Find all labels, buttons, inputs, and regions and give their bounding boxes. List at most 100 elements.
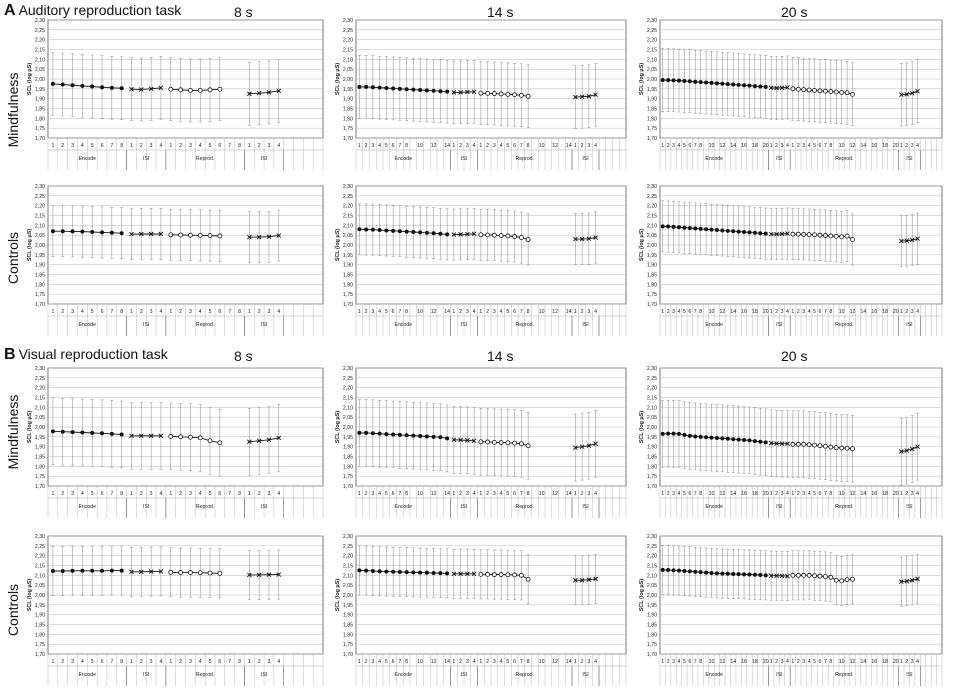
- data-point-open: [525, 237, 531, 242]
- y-tick-label: 2,10: [343, 405, 353, 411]
- x-tick-label: 3: [493, 143, 496, 149]
- group-label-b-mindfulness: Mindfulness: [5, 394, 21, 470]
- x-tick-label: 2: [581, 659, 584, 665]
- data-point-open: [806, 442, 812, 448]
- x-tick-label: 1: [479, 309, 482, 315]
- x-tick-label: 7: [110, 309, 113, 315]
- y-tick-label: 2,10: [343, 573, 353, 579]
- x-tick-label: 2: [179, 143, 182, 149]
- data-point-filled: [676, 431, 681, 436]
- data-point-cross: [148, 86, 154, 92]
- y-tick-label: 2,05: [35, 415, 45, 421]
- y-tick-label: 2,30: [343, 184, 353, 190]
- y-tick-label: 2,10: [35, 57, 45, 63]
- x-tick-label: 7: [398, 143, 401, 149]
- x-tick-label: 8: [699, 143, 702, 149]
- data-point-filled: [109, 568, 114, 573]
- data-point-open: [485, 232, 491, 238]
- x-tick-label: 3: [781, 309, 784, 315]
- data-point-filled: [100, 431, 105, 436]
- data-point-filled: [693, 79, 698, 84]
- x-tick-label: 1: [661, 491, 664, 497]
- x-tick-label: 3: [466, 491, 469, 497]
- x-tick-label: 8: [527, 659, 530, 665]
- phase-label: ISI: [776, 504, 782, 510]
- x-tick-label: 3: [672, 143, 675, 149]
- x-tick-label: 1: [791, 659, 794, 665]
- y-tick-label: 2,20: [35, 204, 45, 210]
- x-tick-label: 6: [513, 491, 516, 497]
- data-point-filled: [119, 86, 124, 91]
- x-tick-label: 3: [371, 309, 374, 315]
- data-point-cross: [158, 433, 164, 439]
- data-point-open: [498, 440, 504, 445]
- phase-label: Encode: [394, 672, 412, 678]
- phase-label: ISI: [143, 156, 149, 162]
- x-tick-label: 1: [900, 659, 903, 665]
- phase-label: Reprod.: [516, 322, 534, 328]
- duration-label-a-8s: 8 s: [234, 4, 253, 20]
- x-tick-label: 7: [228, 143, 231, 149]
- data-point-filled: [731, 82, 736, 87]
- y-tick-label: 1,95: [343, 253, 353, 259]
- y-tick-label: 1,80: [343, 464, 353, 470]
- x-tick-label: 4: [678, 491, 681, 497]
- y-tick-label: 1,85: [35, 455, 45, 461]
- x-tick-label: 3: [466, 143, 469, 149]
- data-point-cross: [593, 235, 598, 240]
- data-point-open: [844, 445, 850, 451]
- x-tick-label: 2: [258, 491, 261, 497]
- y-tick-label: 2,00: [343, 425, 353, 431]
- y-tick-label: 2,00: [343, 77, 353, 83]
- y-axis-label: SCL (log μS): [27, 579, 33, 611]
- x-tick-label: 3: [466, 659, 469, 665]
- x-tick-label: 14: [730, 659, 736, 665]
- data-point-open: [207, 438, 213, 444]
- data-point-open: [485, 439, 491, 445]
- chart-svg: 2,30 2,25 2,20 2,15 2,10 2,05 2,00 1,95 1,90 1,85…: [27, 534, 324, 686]
- x-tick-label: 7: [398, 659, 401, 665]
- duration-label-a-14s: 14 s: [487, 4, 514, 20]
- y-tick-label: 1,70: [647, 652, 657, 658]
- x-tick-label: 14: [566, 309, 572, 315]
- chart-svg: 2,30 2,25 2,20 2,15 2,10 2,05 2,00 1,95 1,90 1,85…: [27, 184, 324, 336]
- y-tick-label: 2,05: [647, 67, 657, 73]
- data-point-filled: [693, 226, 698, 231]
- data-point-filled: [742, 230, 747, 235]
- series-line: [575, 94, 596, 98]
- y-tick-label: 2,30: [35, 366, 45, 372]
- data-point-open: [817, 232, 823, 238]
- data-point-open: [168, 86, 174, 92]
- data-point-filled: [418, 434, 423, 439]
- y-tick-label: 1,85: [647, 455, 657, 461]
- group-label-a-mindfulness: Mindfulness: [5, 72, 21, 148]
- data-point-filled: [119, 432, 124, 437]
- chart-svg: 2,30 2,25 2,20 2,15 2,10 2,05 2,00 1,95 1,90 1,85…: [27, 18, 324, 170]
- x-tick-label: 10: [709, 659, 715, 665]
- x-tick-label: 4: [473, 491, 476, 497]
- data-point-filled: [747, 83, 752, 88]
- series-line: [453, 91, 475, 93]
- data-point-filled: [60, 229, 65, 234]
- x-tick-label: 2: [905, 143, 908, 149]
- y-tick-label: 2,10: [35, 223, 45, 229]
- data-point-cross: [593, 441, 598, 447]
- data-point-open: [217, 233, 223, 239]
- data-point-cross: [266, 572, 272, 578]
- phase-label: ISI: [261, 504, 267, 510]
- data-point-filled: [50, 229, 55, 234]
- x-tick-label: 16: [741, 659, 747, 665]
- data-point-cross: [451, 437, 457, 443]
- x-tick-label: 18: [752, 491, 758, 497]
- y-tick-label: 2,05: [35, 583, 45, 589]
- data-point-open: [850, 91, 855, 97]
- duration-label-a-20s: 20 s: [781, 4, 808, 20]
- x-tick-label: 3: [268, 659, 271, 665]
- series-line: [575, 237, 596, 240]
- data-point-filled: [660, 431, 665, 436]
- data-point-cross: [899, 579, 904, 584]
- x-tick-label: 7: [520, 309, 523, 315]
- y-tick-label: 2,25: [343, 376, 353, 382]
- data-point-cross: [256, 234, 262, 240]
- y-tick-label: 2,10: [343, 223, 353, 229]
